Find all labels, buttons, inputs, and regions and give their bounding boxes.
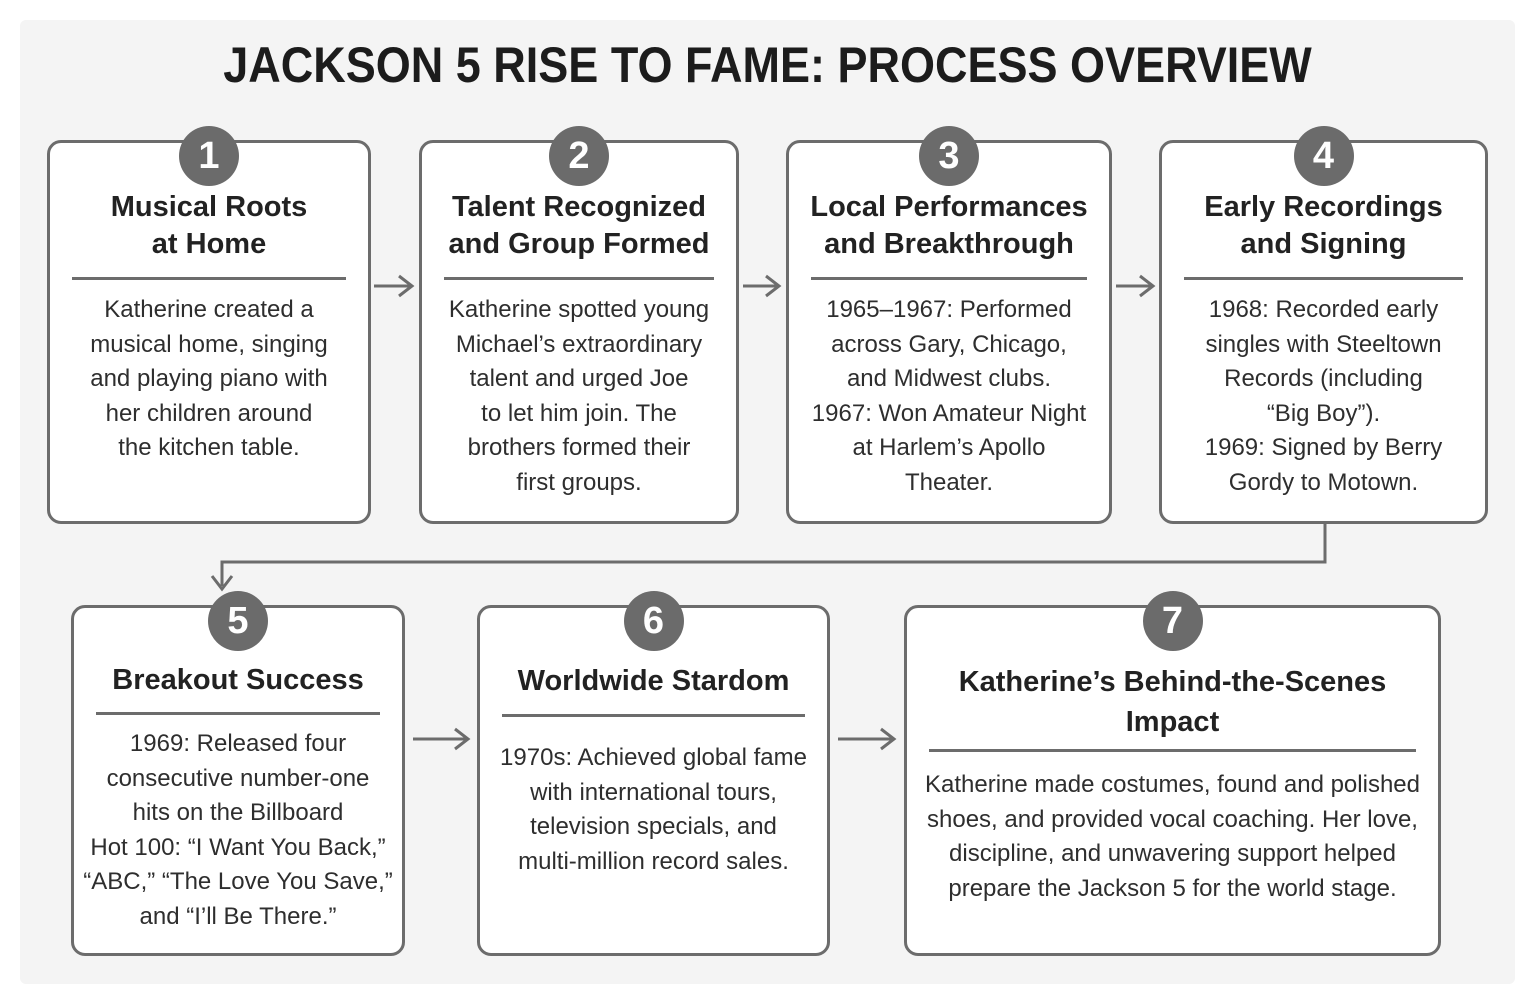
step-7-box: 7 Katherine’s Behind-the-Scenes Impact K… xyxy=(904,591,1441,956)
step-4-divider xyxy=(1184,277,1463,280)
step-3-divider xyxy=(811,277,1087,280)
arrow-5-to-6 xyxy=(413,727,471,751)
arrow-3-to-4 xyxy=(1116,274,1156,298)
step-1-divider xyxy=(72,277,346,280)
step-3-description: 1965–1967: Performed across Gary, Chicag… xyxy=(811,296,1087,496)
step-7-divider xyxy=(929,749,1416,752)
step-7-number-badge: 7 xyxy=(1142,591,1203,651)
step-3-title: Local Performances and Breakthrough xyxy=(810,191,1088,260)
step-4-description: 1968: Recorded early singles with Steelt… xyxy=(1204,296,1443,496)
step-4-box: 4 Early Recordings and Signing 1968: Rec… xyxy=(1159,126,1488,524)
step-4-number-badge: 4 xyxy=(1293,126,1354,186)
arrow-1-to-2 xyxy=(374,274,415,298)
step-2-description: Katherine spotted young Michael’s extrao… xyxy=(448,296,710,496)
step-6-divider xyxy=(502,714,805,717)
step-5-title: Breakout Success xyxy=(112,664,364,696)
diagram-title: JACKSON 5 RISE TO FAME: PROCESS OVERVIEW xyxy=(223,37,1312,93)
step-4-title: Early Recordings and Signing xyxy=(1204,191,1443,260)
step-5-box: 5 Breakout Success 1969: Released four c… xyxy=(71,591,405,956)
step-5-divider xyxy=(96,712,380,715)
step-7-title: Katherine’s Behind-the-Scenes Impact xyxy=(958,666,1387,738)
step-5-description: 1969: Released four consecutive number-o… xyxy=(83,730,393,930)
step-2-divider xyxy=(444,277,714,280)
step-6-number-badge: 6 xyxy=(623,591,684,651)
step-3-number-badge: 3 xyxy=(919,126,979,186)
step-6-description: 1970s: Achieved global fame with interna… xyxy=(500,744,807,875)
step-1-number-badge: 1 xyxy=(179,126,239,186)
step-3-box: 3 Local Performances and Breakthrough 19… xyxy=(786,126,1112,524)
step-7-description: Katherine made costumes, found and polis… xyxy=(925,771,1420,902)
step-6-title: Worldwide Stardom xyxy=(517,665,790,697)
step-5-number-badge: 5 xyxy=(208,591,268,651)
step-1-box: 1 Musical Roots at Home Katherine create… xyxy=(47,126,371,524)
step-1-description: Katherine created a musical home, singin… xyxy=(90,296,328,461)
step-2-title: Talent Recognized and Group Formed xyxy=(448,191,710,260)
step-2-number-badge: 2 xyxy=(549,126,609,186)
step-6-box: 6 Worldwide Stardom 1970s: Achieved glob… xyxy=(477,591,830,956)
step-2-box: 2 Talent Recognized and Group Formed Kat… xyxy=(419,126,739,524)
arrow-4-to-5 xyxy=(210,524,1327,592)
arrow-6-to-7 xyxy=(838,727,897,751)
arrow-2-to-3 xyxy=(743,274,782,298)
step-1-title: Musical Roots at Home xyxy=(110,191,308,260)
